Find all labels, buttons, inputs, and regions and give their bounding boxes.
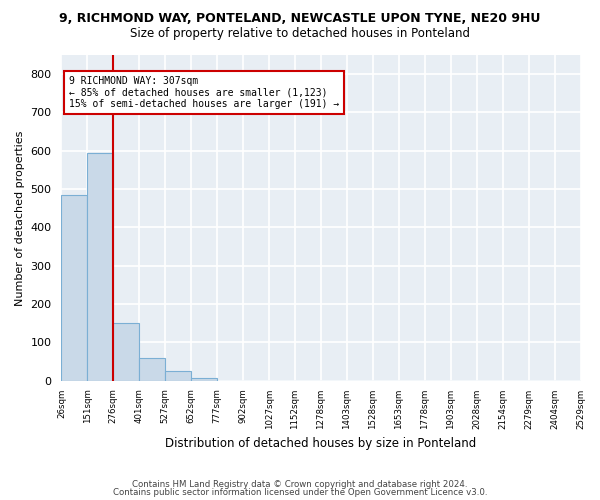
Text: Contains HM Land Registry data © Crown copyright and database right 2024.: Contains HM Land Registry data © Crown c… [132, 480, 468, 489]
Bar [191, 378, 217, 380]
Bar [113, 323, 139, 380]
Y-axis label: Number of detached properties: Number of detached properties [15, 130, 25, 306]
Bar [88, 153, 113, 380]
X-axis label: Distribution of detached houses by size in Ponteland: Distribution of detached houses by size … [166, 437, 476, 450]
Text: 9 RICHMOND WAY: 307sqm
← 85% of detached houses are smaller (1,123)
15% of semi-: 9 RICHMOND WAY: 307sqm ← 85% of detached… [69, 76, 340, 110]
Text: Contains public sector information licensed under the Open Government Licence v3: Contains public sector information licen… [113, 488, 487, 497]
Bar [139, 358, 165, 380]
Bar [61, 195, 88, 380]
Text: Size of property relative to detached houses in Ponteland: Size of property relative to detached ho… [130, 28, 470, 40]
Text: 9, RICHMOND WAY, PONTELAND, NEWCASTLE UPON TYNE, NE20 9HU: 9, RICHMOND WAY, PONTELAND, NEWCASTLE UP… [59, 12, 541, 26]
Bar [165, 370, 191, 380]
